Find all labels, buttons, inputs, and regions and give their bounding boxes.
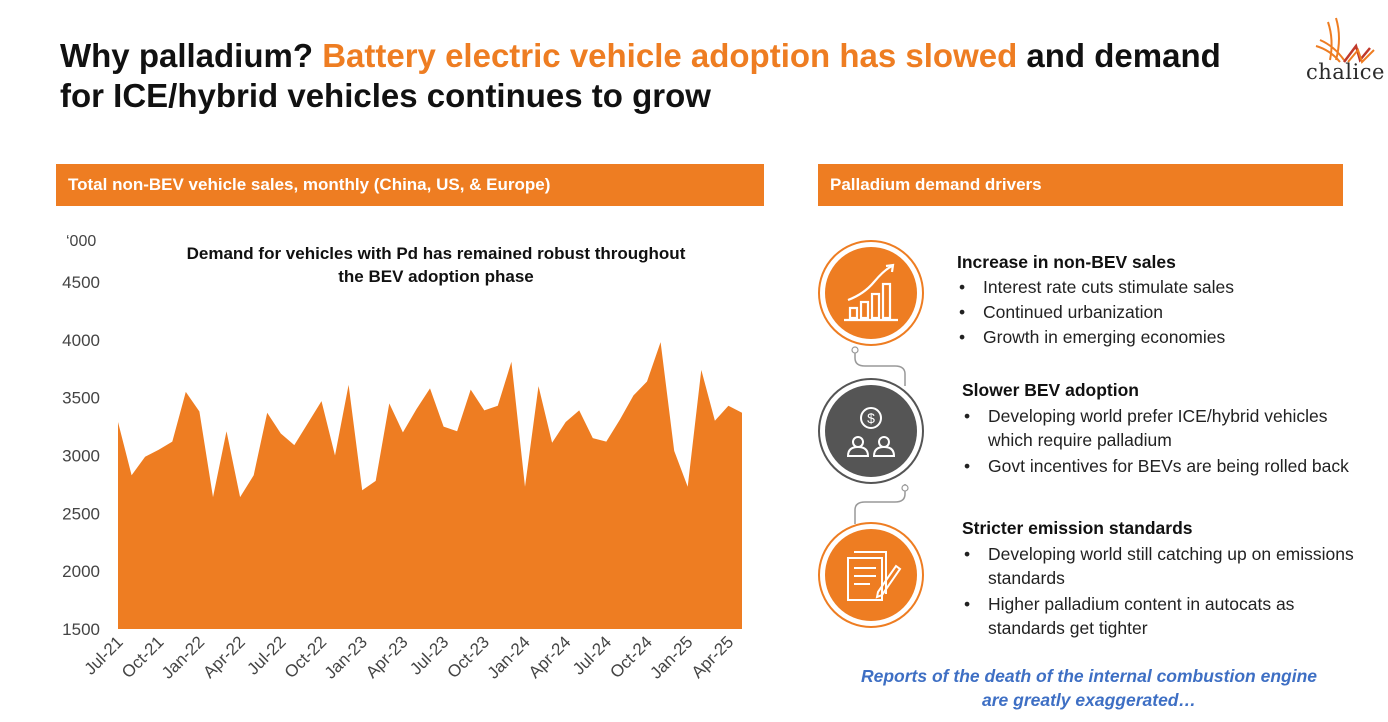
chart-area-series — [118, 342, 742, 629]
driver-bullet: Developing world prefer ICE/hybrid vehic… — [962, 404, 1362, 452]
documents-pen-icon — [847, 551, 902, 601]
x-tick-label: Oct-22 — [281, 632, 331, 682]
y-axis: 1500 2000 2500 3000 3500 4000 4500 — [62, 273, 100, 639]
y-tick-label: 2000 — [62, 562, 100, 581]
driver-bullet: Continued urbanization — [957, 300, 1357, 324]
x-tick-label: Jan-22 — [158, 632, 208, 682]
chart-annotation: Demand for vehicles with Pd has remained… — [186, 244, 686, 286]
x-tick-label: Oct-24 — [606, 632, 656, 682]
y-tick-label: 3000 — [62, 447, 100, 466]
people-money-icon: $ — [846, 407, 896, 457]
driver-heading: Stricter emission standards — [962, 518, 1193, 538]
documents-circle — [818, 522, 924, 628]
x-tick-label: Apr-23 — [362, 632, 412, 682]
unit-label: ‘000 — [66, 233, 97, 250]
growth-chart-icon — [844, 263, 898, 322]
y-tick-label: 1500 — [62, 620, 100, 639]
driver-bullet: Govt incentives for BEVs are being rolle… — [962, 454, 1362, 478]
x-axis: Jul-21Oct-21Jan-22Apr-22Jul-22Oct-22Jan-… — [81, 632, 738, 682]
svg-text:$: $ — [867, 410, 875, 426]
title-highlight: Battery electric vehicle adoption has sl… — [322, 37, 1018, 74]
x-tick-label: Apr-24 — [525, 632, 575, 682]
driver-bullet: Growth in emerging economies — [957, 325, 1357, 349]
page-title: Why palladium? Battery electric vehicle … — [60, 36, 1240, 116]
x-tick-label: Apr-25 — [688, 632, 738, 682]
drivers-header: Palladium demand drivers — [818, 164, 1343, 206]
driver-section-1: Increase in non-BEV sales Interest rate … — [957, 250, 1357, 349]
chart-header: Total non-BEV vehicle sales, monthly (Ch… — [56, 164, 764, 206]
y-tick-label: 4500 — [62, 273, 100, 292]
title-part1: Why palladium? — [60, 37, 323, 74]
people-money-circle: $ — [818, 378, 924, 484]
tagline: Reports of the death of the internal com… — [861, 666, 1317, 710]
x-tick-label: Apr-22 — [199, 632, 249, 682]
driver-heading: Increase in non-BEV sales — [957, 252, 1176, 272]
driver-bullet: Higher palladium content in autocats as … — [962, 592, 1362, 640]
x-tick-label: Oct-21 — [118, 632, 168, 682]
connector-2 — [854, 484, 909, 524]
driver-section-3: Stricter emission standards Developing w… — [962, 516, 1362, 640]
x-tick-label: Oct-23 — [444, 632, 494, 682]
driver-bullet: Developing world still catching up on em… — [962, 542, 1362, 590]
x-tick-label: Jan-25 — [646, 632, 696, 682]
chalice-logo-icon — [1315, 17, 1375, 64]
x-tick-label: Jan-23 — [321, 632, 371, 682]
driver-bullet: Interest rate cuts stimulate sales — [957, 275, 1357, 299]
connector-1 — [851, 346, 906, 386]
x-tick-label: Jan-24 — [484, 632, 534, 682]
y-tick-label: 4000 — [62, 331, 100, 350]
y-tick-label: 3500 — [62, 389, 100, 408]
driver-section-2: Slower BEV adoption Developing world pre… — [962, 378, 1362, 478]
logo-text: chalice — [1306, 60, 1385, 84]
chart-area: 1500 2000 2500 3000 3500 4000 4500 Jul-21Oct-2… — [62, 273, 742, 683]
y-tick-label: 2500 — [62, 504, 100, 523]
title-part2: and demand for ICE/hybrid vehicles conti… — [60, 37, 1221, 114]
growth-circle — [818, 240, 924, 346]
driver-heading: Slower BEV adoption — [962, 380, 1139, 400]
